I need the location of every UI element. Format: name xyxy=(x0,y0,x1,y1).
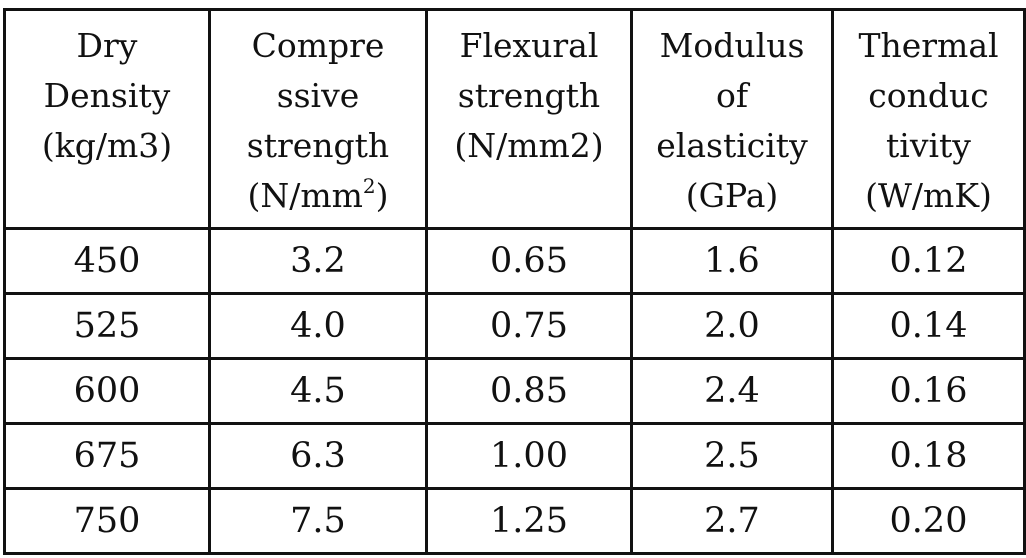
cell-dry-density: 525 xyxy=(3,292,211,360)
header-line: (N/mm2) xyxy=(454,126,604,165)
table-row: 450 3.2 0.65 1.6 0.12 xyxy=(3,227,1026,295)
cell-dry-density: 450 xyxy=(3,227,211,295)
header-line: Dry xyxy=(76,26,138,65)
header-flexural-strength: Flexural strength (N/mm2) xyxy=(425,8,633,230)
cell-flexural-strength: 0.75 xyxy=(425,292,633,360)
unit-superscript: 2 xyxy=(362,174,376,198)
header-line: strength xyxy=(457,76,601,115)
cell-compressive-strength: 4.0 xyxy=(208,292,428,360)
header-line: Modulus xyxy=(659,26,805,65)
cell-compressive-strength: 3.2 xyxy=(208,227,428,295)
cell-flexural-strength: 0.85 xyxy=(425,357,633,425)
cell-dry-density: 750 xyxy=(3,487,211,555)
cell-compressive-strength: 6.3 xyxy=(208,422,428,490)
cell-flexural-strength: 1.25 xyxy=(425,487,633,555)
header-line: Compre xyxy=(251,26,385,65)
header-modulus-of-elasticity: Modulus of elasticity (GPa) xyxy=(630,8,834,230)
cell-modulus-of-elasticity: 2.0 xyxy=(630,292,834,360)
cell-flexural-strength: 1.00 xyxy=(425,422,633,490)
table-row: 675 6.3 1.00 2.5 0.18 xyxy=(3,422,1026,490)
header-dry-density: Dry Density (kg/m3) xyxy=(3,8,211,230)
unit-text: (N/mm xyxy=(247,176,363,215)
header-line: (kg/m3) xyxy=(41,126,173,165)
cell-thermal-conductivity: 0.12 xyxy=(831,227,1026,295)
cell-modulus-of-elasticity: 2.7 xyxy=(630,487,834,555)
properties-table: Dry Density (kg/m3) Compre ssive strengt… xyxy=(3,8,1026,555)
header-compressive-strength: Compre ssive strength (N/mm2) xyxy=(208,8,428,230)
header-line: tivity xyxy=(886,126,971,165)
header-line-units: (N/mm2) xyxy=(211,171,425,221)
unit-tail: ) xyxy=(375,176,389,215)
header-line: Thermal xyxy=(858,26,999,65)
table-row: 750 7.5 1.25 2.7 0.20 xyxy=(3,487,1026,555)
table-row: 600 4.5 0.85 2.4 0.16 xyxy=(3,357,1026,425)
cell-dry-density: 675 xyxy=(3,422,211,490)
header-line: (GPa) xyxy=(685,176,779,215)
header-line: elasticity xyxy=(656,126,808,165)
header-line: (W/mK) xyxy=(865,176,992,215)
header-line: of xyxy=(715,76,749,115)
properties-table-container: Dry Density (kg/m3) Compre ssive strengt… xyxy=(3,8,1026,555)
header-line: conduc xyxy=(868,76,989,115)
cell-compressive-strength: 7.5 xyxy=(208,487,428,555)
cell-modulus-of-elasticity: 1.6 xyxy=(630,227,834,295)
cell-thermal-conductivity: 0.16 xyxy=(831,357,1026,425)
cell-compressive-strength: 4.5 xyxy=(208,357,428,425)
cell-thermal-conductivity: 0.20 xyxy=(831,487,1026,555)
header-thermal-conductivity: Thermal conduc tivity (W/mK) xyxy=(831,8,1026,230)
cell-flexural-strength: 0.65 xyxy=(425,227,633,295)
cell-dry-density: 600 xyxy=(3,357,211,425)
header-line: strength xyxy=(246,126,390,165)
cell-modulus-of-elasticity: 2.4 xyxy=(630,357,834,425)
cell-thermal-conductivity: 0.18 xyxy=(831,422,1026,490)
cell-thermal-conductivity: 0.14 xyxy=(831,292,1026,360)
header-line: ssive xyxy=(276,76,360,115)
table-row: 525 4.0 0.75 2.0 0.14 xyxy=(3,292,1026,360)
cell-modulus-of-elasticity: 2.5 xyxy=(630,422,834,490)
header-line: Flexural xyxy=(459,26,599,65)
header-line: Density xyxy=(43,76,171,115)
header-row: Dry Density (kg/m3) Compre ssive strengt… xyxy=(3,8,1026,230)
